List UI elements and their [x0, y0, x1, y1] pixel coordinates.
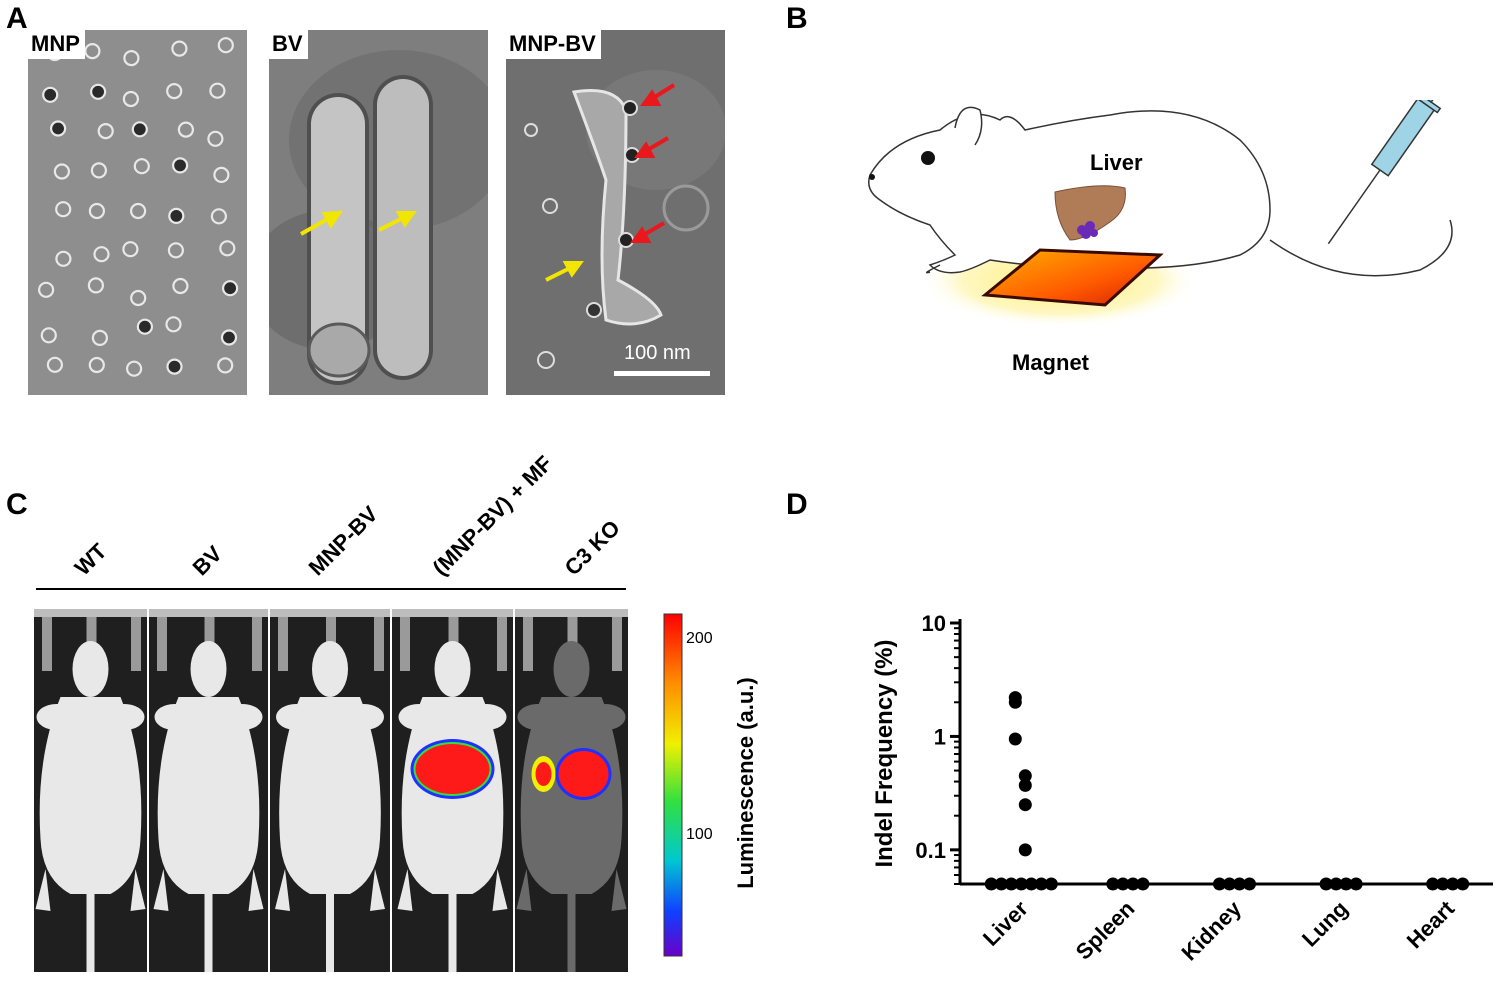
x-tick-label: Liver — [978, 896, 1033, 951]
data-point — [1339, 877, 1353, 891]
y-axis-label: Indel Frequency (%) — [871, 639, 898, 867]
mouse-image-c3ko — [515, 609, 628, 972]
tem-image-bv: BV — [269, 30, 488, 395]
tem-tag-bv: BV — [269, 30, 308, 59]
tem-image-mnp-bv: MNP-BV 100 nm — [506, 30, 725, 395]
indel-frequency-chart: 10 1 0.1 Indel Frequency (%) Liver Spleen Kidn… — [871, 611, 1493, 965]
yellow-arrow-icon — [300, 210, 343, 236]
magnet-label: Magnet — [1012, 350, 1089, 375]
red-arrow-icon — [640, 83, 676, 106]
data-point — [1116, 877, 1130, 891]
x-tick-label: Kidney — [1176, 895, 1246, 965]
data-point — [1426, 877, 1440, 891]
data-point — [1018, 769, 1032, 783]
data-point — [1243, 877, 1256, 891]
data-point — [1034, 877, 1048, 891]
panel-d-label: D — [786, 488, 808, 521]
data-point — [1136, 877, 1150, 891]
y-tick-label: 0.1 — [915, 838, 946, 863]
data-point — [1024, 877, 1038, 891]
data-point — [1319, 877, 1333, 891]
data-point — [1456, 877, 1470, 891]
mnp-particles — [28, 30, 247, 395]
data-point — [1233, 877, 1246, 891]
red-arrow-icon — [634, 136, 670, 158]
data-point — [994, 877, 1008, 891]
data-point — [1044, 877, 1058, 891]
mouse-image-bv — [149, 609, 268, 972]
colorbar-tick-100: 100 — [686, 826, 713, 843]
panel-c-label: C — [6, 488, 28, 521]
magnet-plate — [981, 248, 1164, 307]
tem-tag-mnp-bv: MNP-BV — [506, 30, 601, 59]
mouse-image-wt — [34, 609, 147, 972]
x-tick-label: Spleen — [1071, 896, 1140, 965]
bv-rods — [269, 30, 488, 395]
panel-b-label: B — [786, 2, 808, 35]
mouse-ear — [954, 106, 983, 146]
luminescence-colorbar — [663, 613, 683, 957]
data-point — [1018, 843, 1032, 857]
data-point — [1213, 877, 1226, 891]
scalebar-label: 100 nm — [624, 342, 691, 364]
liver-shape — [1054, 185, 1126, 241]
scalebar — [614, 371, 710, 376]
group-label-mnp-bv: MNP-BV — [303, 501, 383, 581]
data-point — [1349, 877, 1363, 891]
group-label-c3ko: C3 KO — [559, 515, 625, 581]
mouse-eye — [921, 151, 935, 165]
group-underline — [36, 588, 626, 590]
yellow-arrow-icon — [378, 211, 417, 232]
mouse-silhouette — [149, 609, 268, 972]
data-point — [984, 877, 998, 891]
red-arrow-icon — [630, 221, 666, 243]
data-point — [1329, 877, 1343, 891]
mouse-silhouette — [34, 609, 147, 972]
data-point — [1446, 877, 1460, 891]
data-point — [1004, 877, 1018, 891]
data-point — [1223, 877, 1236, 891]
mouse-injection-schematic — [868, 100, 1453, 328]
data-point — [1106, 877, 1120, 891]
y-tick-label: 1 — [934, 724, 946, 749]
data-point — [1126, 877, 1140, 891]
data-point — [1018, 798, 1032, 812]
panel-a-label: A — [6, 2, 28, 35]
data-point — [1436, 877, 1450, 891]
mouse-tail — [1269, 219, 1453, 277]
x-tick-label: Heart — [1402, 895, 1460, 953]
syringe-icon — [1327, 100, 1444, 245]
y-tick-label: 10 — [922, 611, 946, 636]
mouse-image-mnp-bv-mf — [392, 609, 513, 972]
liver-label: Liver — [1090, 150, 1143, 175]
mouse-silhouette — [270, 609, 390, 972]
data-point — [1008, 695, 1022, 709]
tem-tag-mnp: MNP — [28, 30, 85, 59]
mnp-bv-complex — [506, 30, 725, 395]
tem-image-mnp: MNP — [28, 30, 247, 395]
group-label-mnp-bv-mf: (MNP-BV) + MF — [427, 450, 558, 581]
group-label-wt: WT — [69, 538, 112, 581]
yellow-arrow-icon — [545, 261, 584, 282]
group-label-bv: BV — [187, 541, 227, 581]
mouse-silhouette — [392, 609, 513, 972]
mouse-silhouette — [515, 609, 628, 972]
x-tick-label: Lung — [1297, 896, 1353, 952]
data-point — [1014, 877, 1028, 891]
data-point — [1008, 732, 1022, 746]
mouse-image-mnp-bv — [270, 609, 390, 972]
colorbar-tick-200: 200 — [686, 630, 713, 647]
colorbar-title: Luminescence (a.u.) — [733, 677, 758, 889]
data-point — [1018, 778, 1032, 792]
